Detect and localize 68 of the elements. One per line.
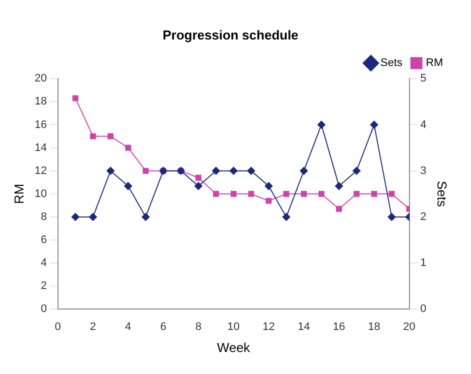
y-tick-label: 0: [40, 303, 47, 316]
y2-tick-label: 2: [420, 210, 426, 223]
legend-label: RM: [426, 57, 443, 70]
point: [354, 190, 360, 197]
x-tick-label: 4: [125, 320, 132, 333]
point: [71, 212, 80, 221]
y-axis-title: RM: [11, 184, 26, 204]
x-tick-label: 16: [332, 320, 346, 333]
y-tick-label: 16: [34, 118, 47, 131]
y-tick-label: 2: [40, 280, 47, 292]
chart-title: Progression schedule: [162, 27, 298, 42]
x-tick-label: 8: [195, 320, 202, 333]
point: [142, 168, 149, 174]
point: [283, 190, 290, 197]
point: [124, 182, 132, 190]
x-tick-label: 2: [90, 320, 96, 333]
y2-axis-title: Sets: [434, 180, 450, 208]
x-tick-label: 10: [227, 320, 240, 333]
point: [212, 166, 220, 175]
point: [230, 166, 238, 175]
point: [88, 212, 97, 221]
point: [334, 182, 343, 190]
y-tick-label: 6: [40, 234, 47, 246]
y2-tick-label: 3: [420, 164, 426, 177]
point: [194, 182, 202, 190]
point: [230, 190, 237, 197]
x-tick-label: 20: [403, 320, 416, 333]
point: [106, 166, 115, 175]
point: [108, 133, 114, 140]
point: [213, 190, 219, 197]
y-tick-label: 20: [34, 72, 47, 85]
point: [318, 190, 324, 197]
x-tick-label: 14: [298, 320, 310, 333]
point: [72, 95, 78, 102]
x-tick-label: 6: [160, 320, 166, 333]
x-tick-label: 18: [368, 320, 380, 333]
point: [352, 166, 361, 175]
point: [370, 120, 378, 129]
point: [388, 190, 395, 197]
point: [388, 212, 396, 221]
point: [266, 198, 272, 204]
x-tick-label: 0: [54, 320, 61, 333]
point: [195, 174, 202, 181]
y2-tick-label: 4: [420, 118, 426, 131]
point: [142, 212, 150, 221]
x-tick-label: 12: [262, 320, 275, 333]
y2-tick-label: 5: [420, 72, 426, 85]
point: [248, 190, 254, 197]
point: [264, 182, 273, 190]
y-tick-label: 4: [40, 257, 47, 270]
point: [125, 144, 132, 151]
point: [336, 206, 342, 212]
point: [371, 190, 378, 197]
y-tick-label: 12: [34, 164, 47, 177]
y-tick-label: 14: [34, 142, 47, 154]
x-axis-title: Week: [217, 340, 251, 355]
point: [317, 120, 326, 129]
point: [247, 166, 256, 175]
y-tick-label: 18: [34, 96, 47, 108]
y-tick-label: 8: [40, 210, 47, 223]
y2-tick-label: 0: [420, 303, 426, 316]
point: [90, 133, 96, 140]
point: [282, 212, 290, 221]
point: [300, 190, 307, 197]
y2-tick-label: 1: [420, 257, 426, 270]
legend-label: Sets: [380, 57, 403, 70]
point: [300, 166, 308, 175]
y-tick-label: 10: [34, 188, 47, 200]
